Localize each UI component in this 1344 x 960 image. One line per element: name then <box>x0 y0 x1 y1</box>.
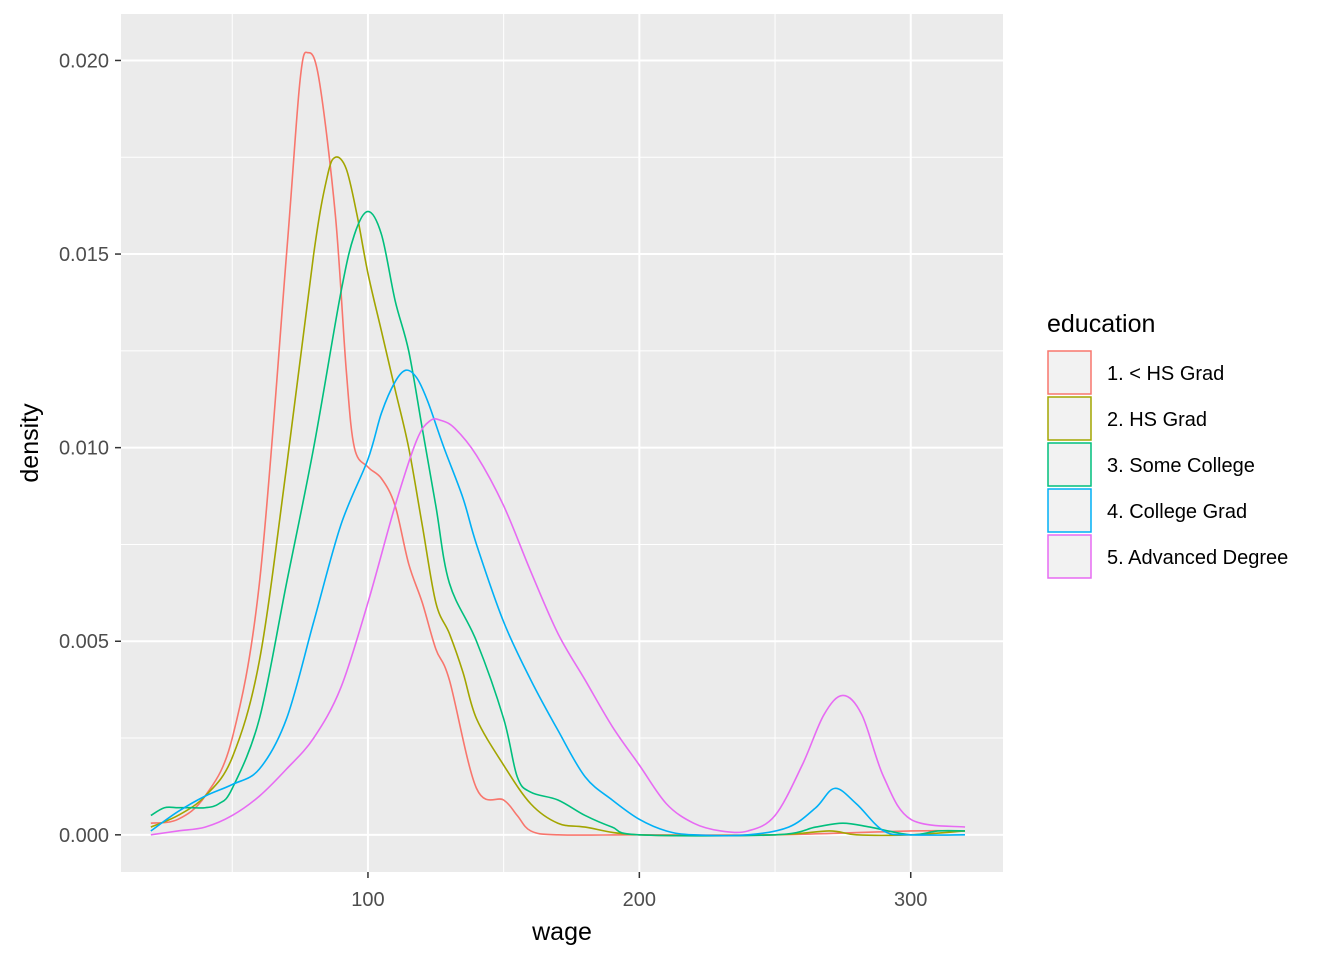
legend-items: 1. < HS Grad 2. HS Grad 3. Some College 4. … <box>1047 350 1288 579</box>
y-axis-ticks: 0.000 0.005 0.010 0.015 0.020 <box>59 50 121 847</box>
x-axis-title: wage <box>531 918 592 946</box>
legend-item-1: 1. < HS Grad <box>1047 350 1224 395</box>
x-tick-label: 200 <box>623 889 656 911</box>
legend-item-5: 5. Advanced Degree <box>1047 534 1288 579</box>
density-line-5 <box>150 417 966 836</box>
legend-item-3: 3. Some College <box>1047 442 1255 487</box>
plot-panel <box>121 14 1003 872</box>
legend-key-3 <box>1047 442 1092 487</box>
legend-label-3: 3. Some College <box>1107 455 1255 477</box>
y-tick-label: 0.020 <box>59 50 109 72</box>
y-tick-label: 0.015 <box>59 244 109 266</box>
y-tick-label: 0.000 <box>59 825 109 847</box>
legend-item-2: 2. HS Grad <box>1047 396 1207 441</box>
x-tick-label: 300 <box>894 889 927 911</box>
legend-key-2 <box>1047 396 1092 441</box>
density-curves <box>150 51 966 837</box>
legend-label-4: 4. College Grad <box>1107 501 1247 523</box>
density-line-3 <box>150 210 966 837</box>
density-line-4 <box>150 369 966 837</box>
legend-key-5 <box>1047 534 1092 579</box>
legend-key-1 <box>1047 350 1092 395</box>
density-line-1 <box>150 51 966 836</box>
y-tick-label: 0.010 <box>59 438 109 460</box>
legend-title: education <box>1047 310 1155 338</box>
major-gridlines <box>121 14 1003 872</box>
legend-label-1: 1. < HS Grad <box>1107 363 1224 385</box>
legend-item-4: 4. College Grad <box>1047 488 1247 533</box>
legend: education 1. < HS Grad 2. HS Grad 3. Some … <box>1047 310 1288 579</box>
x-axis-ticks: 100 200 300 <box>351 872 927 911</box>
legend-label-5: 5. Advanced Degree <box>1107 547 1288 569</box>
legend-key-4 <box>1047 488 1092 533</box>
legend-label-2: 2. HS Grad <box>1107 409 1207 431</box>
x-tick-label: 100 <box>351 889 384 911</box>
y-tick-label: 0.005 <box>59 631 109 653</box>
minor-gridlines <box>121 14 1003 872</box>
y-axis-title: density <box>16 403 44 483</box>
